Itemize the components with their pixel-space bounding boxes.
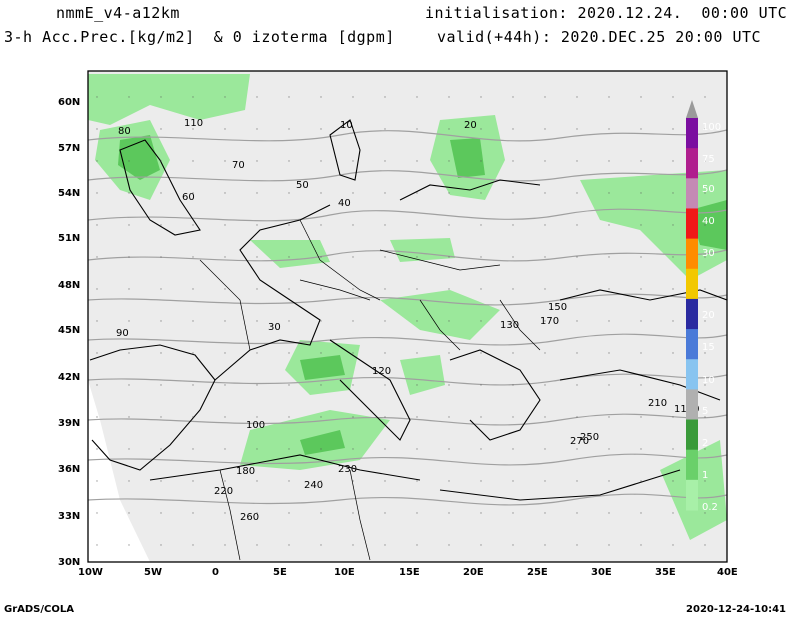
svg-text:30: 30	[702, 248, 715, 259]
legend-swatch	[686, 449, 698, 481]
svg-text:20: 20	[702, 310, 715, 321]
lat-tick: 48N	[58, 280, 80, 291]
legend-swatch	[686, 329, 698, 360]
legend-swatch	[686, 419, 698, 451]
legend-swatch	[686, 148, 698, 179]
legend-swatch	[686, 178, 698, 209]
svg-text:15: 15	[702, 342, 715, 353]
precipitation-legend	[686, 100, 698, 511]
lon-tick: 40E	[717, 567, 738, 578]
legend-swatch	[686, 389, 698, 421]
lon-tick: 25E	[527, 567, 548, 578]
legend-swatch	[686, 298, 698, 330]
svg-text:0.2: 0.2	[702, 502, 718, 513]
svg-text:1: 1	[702, 470, 708, 481]
lat-tick: 60N	[58, 97, 80, 108]
render-timestamp: 2020-12-24-10:41	[686, 604, 786, 615]
svg-text:75: 75	[702, 154, 715, 165]
svg-text:40: 40	[702, 216, 715, 227]
lon-tick: 5E	[273, 567, 287, 578]
lat-tick: 54N	[58, 188, 80, 199]
latitude-axis: 60N 57N 54N 51N 48N 45N 42N 39N 36N 33N …	[58, 97, 80, 568]
longitude-axis: 10W 5W 0 5E 10E 15E 20E 25E 30E 35E 40E	[78, 567, 738, 578]
legend-swatch	[686, 118, 698, 149]
lon-tick: 5W	[144, 567, 162, 578]
valid-time: valid(+44h): 2020.DEC.25 20:00 UTC	[437, 28, 762, 46]
svg-text:100: 100	[702, 122, 721, 133]
map-frame	[87, 70, 728, 563]
lon-tick: 30E	[591, 567, 612, 578]
lat-tick: 39N	[58, 418, 80, 429]
lat-tick: 30N	[58, 557, 80, 568]
legend-arrow-top	[686, 100, 698, 118]
legend-labels: 100 75 50 40 30 20 15 10 5 2 1 0.2	[702, 122, 721, 513]
field-description: 3-h Acc.Prec.[kg/m2] & 0 izoterma [dgpm]	[4, 28, 395, 46]
lat-tick: 51N	[58, 233, 80, 244]
lon-tick: 10W	[78, 567, 103, 578]
svg-text:50: 50	[702, 184, 715, 195]
svg-text:2: 2	[702, 438, 708, 449]
lon-tick: 20E	[463, 567, 484, 578]
legend-swatch	[686, 359, 698, 390]
legend-swatch	[686, 208, 698, 240]
legend-swatch	[686, 268, 698, 300]
lat-tick: 36N	[58, 464, 80, 475]
lon-tick: 10E	[334, 567, 355, 578]
legend-swatch	[686, 479, 698, 511]
svg-text:10: 10	[702, 375, 715, 386]
map-area: 110 70 60 50 40 30 20 10 80 90 100 120 1…	[88, 71, 727, 562]
lat-tick: 57N	[58, 143, 80, 154]
lon-tick: 0	[212, 567, 219, 578]
software-credit: GrADS/COLA	[4, 604, 74, 615]
svg-text:5: 5	[702, 406, 708, 417]
lat-tick: 42N	[58, 372, 80, 383]
initialisation-time: initialisation: 2020.12.24. 00:00 UTC	[425, 4, 788, 22]
lat-tick: 45N	[58, 325, 80, 336]
lat-tick: 33N	[58, 511, 80, 522]
lon-tick: 15E	[399, 567, 420, 578]
legend-swatch	[686, 238, 698, 270]
lon-tick: 35E	[655, 567, 676, 578]
model-name: nmmE_v4-a12km	[56, 4, 180, 22]
